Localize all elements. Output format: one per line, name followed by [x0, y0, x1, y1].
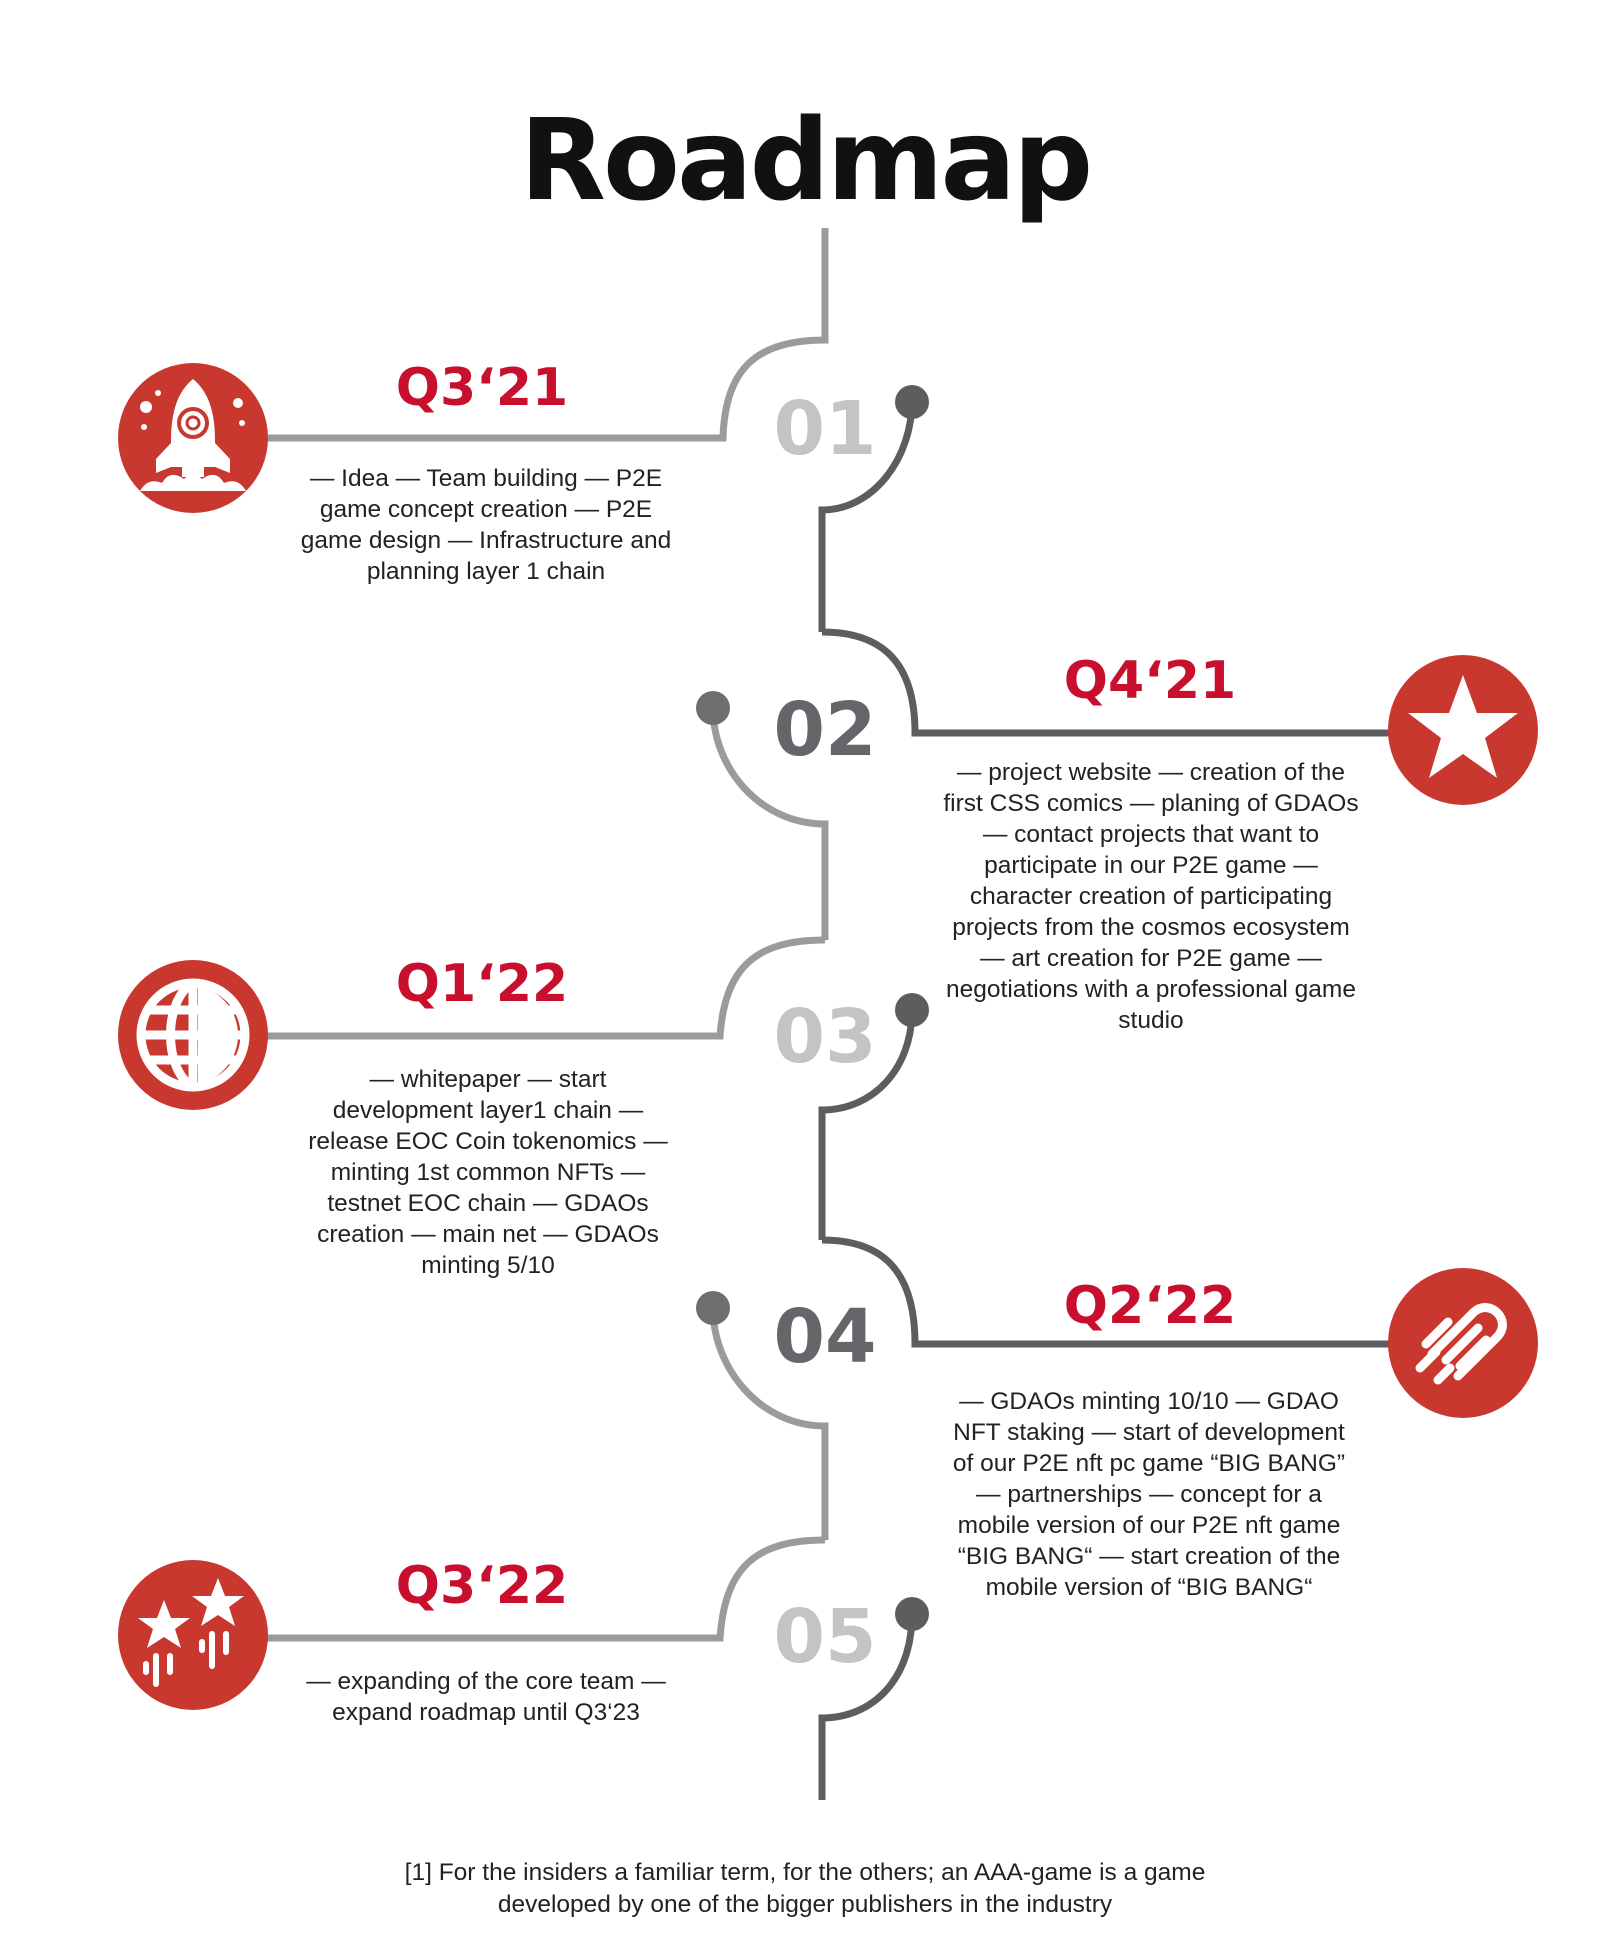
milestone-description-03: — whitepaper — start development layer1 …: [308, 1066, 668, 1279]
star-icon: [1388, 655, 1538, 805]
quarter-label-03: Q1‘22: [395, 954, 569, 1014]
road-node-03: [895, 993, 929, 1027]
road-segment-01-upper: [262, 228, 829, 442]
shooting-stars-icon: [118, 1560, 268, 1710]
road-node-04: [696, 1291, 730, 1325]
road-segment-05-lower: [818, 1613, 916, 1800]
milestone-description-05: — expanding of the core team — expand ro…: [306, 1668, 666, 1726]
footnote: [1] For the insiders a familiar term, fo…: [0, 1857, 1610, 1921]
step-number-02: 02: [773, 687, 877, 773]
comet-icon: [1388, 1268, 1538, 1418]
milestone-description-02: — project website — creation of the firs…: [943, 759, 1359, 1034]
milestone-description-01: — Idea — Team building — P2E game concep…: [300, 465, 672, 585]
step-number-03: 03: [773, 994, 877, 1080]
step-number-04: 04: [773, 1294, 877, 1380]
page-title: Roadmap: [519, 96, 1093, 226]
milestone-description-04: — GDAOs minting 10/10 — GDAO NFT staking…: [952, 1388, 1346, 1601]
globe-icon: [118, 960, 268, 1110]
quarter-label-01: Q3‘21: [395, 358, 569, 418]
road-node-01: [895, 385, 929, 419]
quarter-label-05: Q3‘22: [395, 1556, 569, 1616]
footnote-text: [1] For the insiders a familiar term, fo…: [404, 1859, 1206, 1918]
road-segment-04-upper: [821, 1236, 1392, 1348]
road-segment-02-upper: [821, 628, 1392, 737]
step-number-05: 05: [773, 1594, 877, 1680]
road-segment-01-lower: [818, 399, 916, 632]
quarter-label-04: Q2‘22: [1063, 1276, 1237, 1336]
quarter-label-02: Q4‘21: [1063, 651, 1237, 711]
rocket-icon: [118, 363, 268, 513]
step-number-01: 01: [773, 386, 877, 472]
road-node-05: [895, 1597, 929, 1631]
road-segment-04-lower: [709, 1307, 829, 1540]
road-segment-03-upper: [262, 936, 826, 1040]
road-segment-05-upper: [262, 1536, 826, 1642]
road-segment-02-lower: [709, 707, 829, 940]
road-segment-03-lower: [818, 1009, 916, 1240]
road-node-02: [696, 691, 730, 725]
